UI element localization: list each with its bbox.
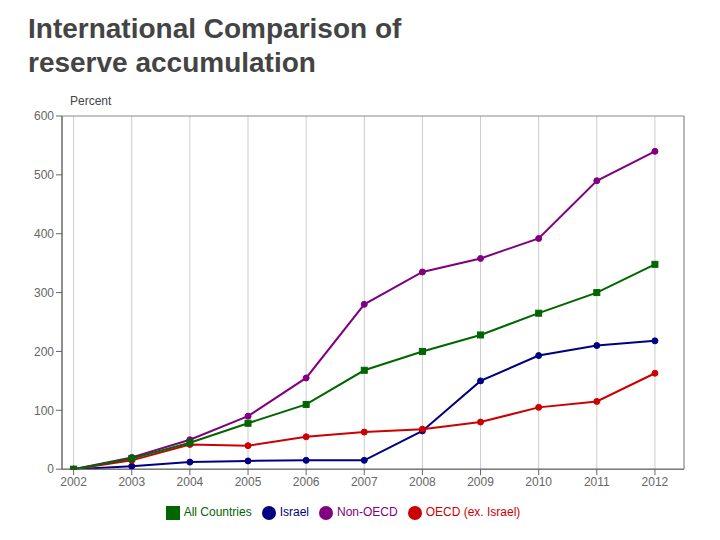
svg-text:2003: 2003 <box>118 475 145 489</box>
svg-text:0: 0 <box>47 462 54 476</box>
svg-text:2009: 2009 <box>467 475 494 489</box>
svg-text:300: 300 <box>34 286 54 300</box>
svg-text:2008: 2008 <box>409 475 436 489</box>
svg-text:2010: 2010 <box>525 475 552 489</box>
svg-text:100: 100 <box>34 404 54 418</box>
svg-text:200: 200 <box>34 345 54 359</box>
svg-text:500: 500 <box>34 168 54 182</box>
svg-text:2004: 2004 <box>177 475 204 489</box>
svg-text:600: 600 <box>34 109 54 123</box>
html-text:International Comparison of: International Comparison of <box>28 13 402 44</box>
svg-text:2006: 2006 <box>293 475 320 489</box>
html-text:Israel: Israel <box>279 505 309 520</box>
svg-text:400: 400 <box>34 227 54 241</box>
html-text:Non-OECD: Non-OECD <box>337 505 398 520</box>
svg-text:2012: 2012 <box>642 475 669 489</box>
html-text:All Countries: All Countries <box>183 505 252 520</box>
svg-text:2002: 2002 <box>60 475 87 489</box>
svg-text:2007: 2007 <box>351 475 378 489</box>
html-text:reserve accumulation: reserve accumulation <box>28 47 316 78</box>
svg-text:2005: 2005 <box>235 475 262 489</box>
html-text:OECD (ex. Israel): OECD (ex. Israel) <box>425 505 521 520</box>
html-text:Percent: Percent <box>70 94 112 108</box>
svg-text:2011: 2011 <box>584 475 610 489</box>
